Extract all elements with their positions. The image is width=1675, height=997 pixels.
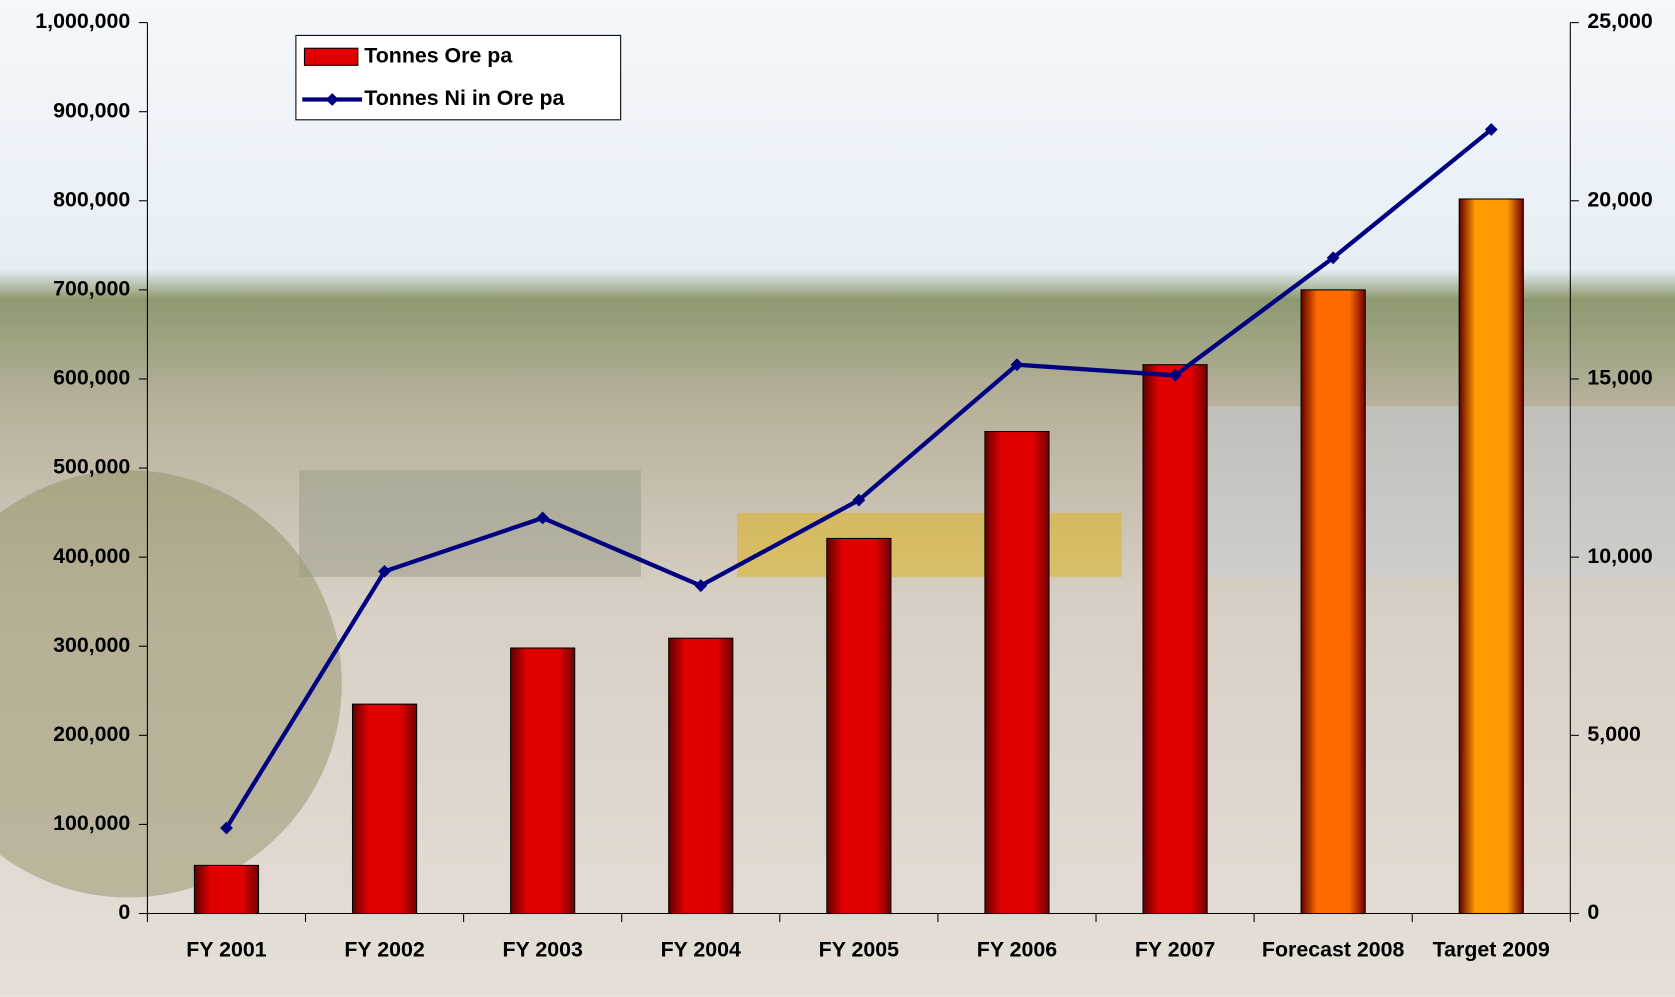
line-marker [536,511,550,525]
y2-tick-label: 5,000 [1587,722,1640,746]
y2-tick-label: 0 [1587,900,1599,924]
x-tick-label: FY 2004 [661,938,741,962]
plot: 0 100,000 200,000 300,000 400,000 500,000 600,… [35,9,1652,961]
x-tick-label: FY 2007 [1135,938,1215,962]
bar [984,430,1050,915]
line-marker [1484,123,1498,136]
tree [0,470,342,898]
x-tick-label: FY 2002 [344,938,424,962]
bar [1300,289,1366,915]
y-tick-label: 200,000 [53,722,130,746]
y2-tick-label: 20,000 [1587,187,1652,211]
bar [668,637,734,915]
x-tick-label: FY 2006 [977,938,1057,962]
line-marker [852,493,866,507]
bar [826,537,892,915]
y-tick-label: 900,000 [53,98,130,122]
x-tick-label: FY 2003 [502,938,582,962]
x-tick-label: Forecast 2008 [1262,938,1405,962]
legend: Tonnes Ore pa Tonnes Ni in Ore pa [295,34,622,121]
legend-label: Tonnes Ni in Ore pa [364,86,565,110]
rocks [1207,406,1675,578]
bar [1458,198,1524,915]
y-tick-label: 0 [118,900,130,924]
truck [737,512,1122,578]
y-tick-label: 1,000,000 [35,9,130,33]
bar [1142,364,1208,915]
y-tick-label: 500,000 [53,455,130,479]
legend-swatch [303,47,359,66]
legend-label: Tonnes Ore pa [364,43,513,67]
bar [510,647,576,915]
y-tick-label: 100,000 [53,811,130,835]
y2-tick-label: 25,000 [1587,9,1652,33]
truck [299,470,641,578]
y-tick-label: 300,000 [53,633,130,657]
x-tick-label: FY 2001 [186,938,266,962]
y-tick-label: 600,000 [53,366,130,390]
bar [351,703,418,915]
y2-tick-label: 10,000 [1587,544,1652,568]
line-marker [378,564,391,578]
legend-marker [325,93,339,106]
y-tick-label: 700,000 [53,277,130,301]
x-tick-label: FY 2005 [819,938,899,962]
y2-tick-label: 15,000 [1587,366,1652,390]
bar [193,864,260,915]
x-tick-label: Target 2009 [1433,938,1550,962]
y-tick-label: 800,000 [53,187,130,211]
y-tick-label: 400,000 [53,544,130,568]
